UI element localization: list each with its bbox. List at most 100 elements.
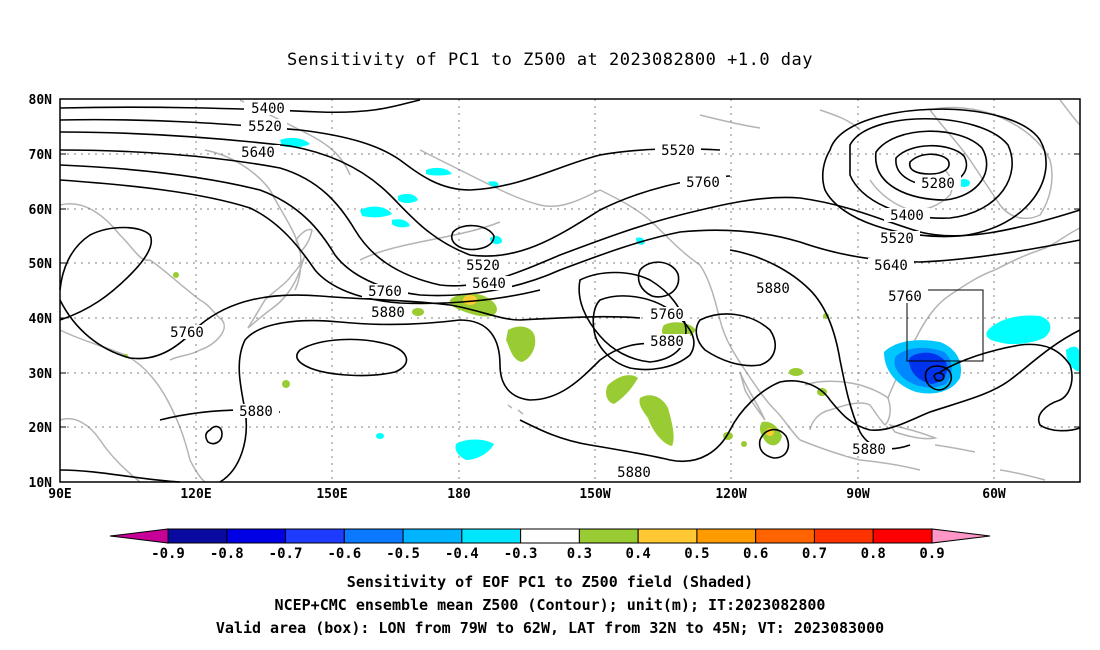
lat-label: 80N — [29, 93, 53, 108]
colorbar-cell — [402, 528, 463, 544]
colorbar-cell — [696, 528, 757, 544]
colorbar-cell — [343, 528, 404, 544]
contour-label: 5400 — [890, 208, 924, 224]
contour-label: 5520 — [248, 119, 282, 135]
colorbar-label: 0.5 — [684, 546, 709, 560]
shade-patch — [376, 433, 384, 439]
height-contours — [59, 99, 1081, 483]
caption-line-3: Valid area (box): LON from 79W to 62W, L… — [215, 619, 885, 637]
caption-line-1: Sensitivity of EOF PC1 to Z500 field (Sh… — [346, 573, 754, 591]
contour-label: 5760 — [686, 175, 720, 191]
colorbar-cell — [637, 528, 698, 544]
lon-label: 120W — [715, 487, 746, 502]
shade-patch — [1066, 346, 1080, 372]
grid-lines — [60, 99, 1080, 482]
contour-label: 5880 — [617, 465, 651, 481]
plot-title: Sensitivity of PC1 to Z500 at 2023082800… — [286, 50, 813, 70]
lat-label: 60N — [29, 203, 53, 218]
colorbar-label: 0.3 — [567, 546, 592, 560]
contour-label: 5520 — [880, 231, 914, 247]
contour-label: 5640 — [472, 276, 506, 292]
contour-label: 5280 — [921, 176, 955, 192]
contour-label: 5520 — [466, 258, 500, 274]
colorbar-label: -0.6 — [327, 546, 361, 560]
valid-area-box — [906, 289, 984, 362]
lat-label: 10N — [29, 476, 53, 491]
contour-label: 5760 — [888, 289, 922, 305]
colorbar-label: 0.6 — [743, 546, 768, 560]
colorbar-label: 0.9 — [919, 546, 944, 560]
contour-label: 5520 — [661, 143, 695, 159]
lat-label: 30N — [29, 367, 53, 382]
contour-label: 5400 — [251, 101, 285, 117]
contour-label: 5760 — [368, 284, 402, 300]
lat-label: 40N — [29, 312, 53, 327]
map-area: 5400 5520 5640 5520 5760 5280 5400 5520 … — [59, 98, 1081, 483]
colorbar-arrow-left — [109, 528, 169, 544]
shade-patch — [463, 295, 477, 305]
lon-label: 150E — [316, 487, 347, 502]
colorbar-cell — [578, 528, 639, 544]
lon-label: 90W — [846, 487, 870, 502]
colorbar-cell — [167, 528, 228, 544]
lon-label: 120E — [180, 487, 211, 502]
contour-label: 5640 — [241, 145, 275, 161]
shade-patch — [506, 326, 536, 362]
shade-patch — [606, 375, 638, 404]
shade-patch — [398, 193, 418, 203]
contour-label-group: 5400 5520 5640 5520 5760 5280 5400 5520 … — [164, 101, 961, 481]
map-plot: 5400 5520 5640 5520 5760 5280 5400 5520 … — [29, 93, 1081, 560]
shade-patch — [426, 167, 452, 176]
shade-patch — [173, 272, 179, 278]
lat-ticks — [60, 98, 1080, 428]
shade-patch — [986, 315, 1051, 345]
lat-label: 70N — [29, 148, 53, 163]
contour-label: 5880 — [371, 305, 405, 321]
lon-label: 150W — [579, 487, 610, 502]
colorbar-label: -0.9 — [151, 546, 185, 560]
shade-patch — [789, 368, 803, 376]
colorbar-label: 0.7 — [802, 546, 827, 560]
shade-patch — [392, 219, 410, 228]
colorbar-cell — [813, 528, 874, 544]
contour-label: 5880 — [852, 442, 886, 458]
colorbar-label: -0.3 — [504, 546, 538, 560]
colorbar-cells — [167, 528, 933, 544]
lon-label: 180 — [447, 487, 471, 502]
colorbar-label: -0.7 — [269, 546, 303, 560]
colorbar-label: 0.4 — [626, 546, 651, 560]
shade-patch — [639, 395, 674, 446]
lon-label: 90E — [48, 487, 71, 502]
colorbar-labels: -0.9 -0.8 -0.7 -0.6 -0.5 -0.4 -0.3 0.3 0.4 0.5 0.6… — [151, 546, 945, 560]
colorbar-cell — [285, 528, 345, 544]
colorbar-label: 0.8 — [861, 546, 886, 560]
shade-patch — [741, 441, 747, 447]
colorbar-cell — [520, 528, 580, 544]
caption-line-2: NCEP+CMC ensemble mean Z500 (Contour); u… — [274, 596, 826, 614]
lon-labels: 90E 120E 150E 180 150W 120W 90W 60W — [48, 487, 1006, 502]
colorbar-label: -0.4 — [445, 546, 479, 560]
contour-label: 5880 — [756, 281, 790, 297]
colorbar-label: -0.8 — [210, 546, 244, 560]
contour-label: 5880 — [650, 334, 684, 350]
colorbar-cell — [461, 528, 522, 544]
shade-patch — [412, 308, 424, 316]
colorbar-label: -0.5 — [386, 546, 420, 560]
contour-label: 5760 — [170, 325, 204, 341]
contour-label: 5760 — [650, 307, 684, 323]
colorbar-cell — [226, 528, 287, 544]
shade-patch — [282, 380, 290, 388]
shade-patch — [360, 206, 392, 218]
lat-label: 50N — [29, 257, 53, 272]
contour-label: 5880 — [239, 404, 273, 420]
shade-patch — [488, 181, 499, 187]
lat-labels: 80N 70N 60N 50N 40N 30N 20N 10N — [29, 93, 53, 491]
colorbar-cell — [872, 528, 933, 544]
colorbar: -0.9 -0.8 -0.7 -0.6 -0.5 -0.4 -0.3 0.3 0.4 0.5 0.6… — [109, 528, 991, 560]
contour-label: 5640 — [874, 258, 908, 274]
lon-label: 60W — [982, 487, 1006, 502]
lat-label: 20N — [29, 421, 53, 436]
colorbar-cell — [755, 528, 815, 544]
shade-patch — [455, 439, 494, 460]
